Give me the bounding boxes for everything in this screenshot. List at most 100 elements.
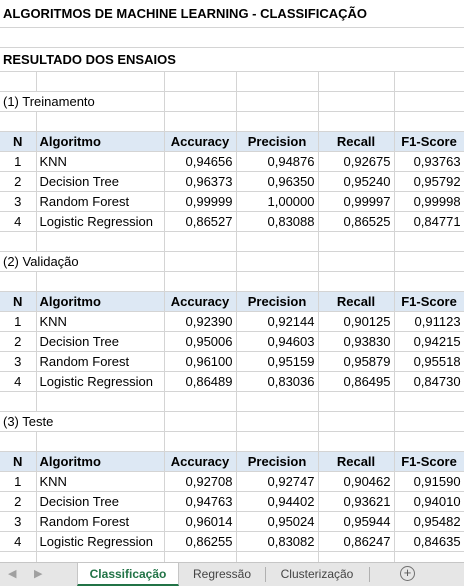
empty-cell[interactable] xyxy=(0,551,37,562)
cell-algoritmo[interactable]: Decision Tree xyxy=(36,171,165,192)
cell-algoritmo[interactable]: Random Forest xyxy=(36,511,165,532)
empty-cell[interactable] xyxy=(236,271,319,292)
empty-cell[interactable] xyxy=(164,71,237,92)
cell-algoritmo[interactable]: KNN xyxy=(36,311,165,332)
empty-cell[interactable] xyxy=(318,391,395,412)
header-accuracy[interactable]: Accuracy xyxy=(164,131,237,152)
empty-cell[interactable] xyxy=(318,231,395,252)
cell-recall[interactable]: 0,93621 xyxy=(318,491,395,512)
header-f1-score[interactable]: F1-Score xyxy=(394,131,464,152)
section-label[interactable]: (1) Treinamento xyxy=(0,91,165,112)
header-accuracy[interactable]: Accuracy xyxy=(164,291,237,312)
cell-precision[interactable]: 0,92747 xyxy=(236,471,319,492)
empty-cell[interactable] xyxy=(236,551,319,562)
header-accuracy[interactable]: Accuracy xyxy=(164,451,237,472)
cell-f1-score[interactable]: 0,95792 xyxy=(394,171,464,192)
cell-recall[interactable]: 0,95240 xyxy=(318,171,395,192)
scroll-left-icon[interactable]: ◀ xyxy=(8,568,17,580)
empty-cell[interactable] xyxy=(36,111,165,132)
empty-cell[interactable] xyxy=(164,411,237,432)
empty-cell[interactable] xyxy=(318,411,395,432)
header-precision[interactable]: Precision xyxy=(236,451,319,472)
header-precision[interactable]: Precision xyxy=(236,131,319,152)
empty-cell[interactable] xyxy=(164,431,237,452)
cell-precision[interactable]: 0,83082 xyxy=(236,531,319,552)
empty-cell[interactable] xyxy=(164,391,237,412)
empty-cell[interactable] xyxy=(36,551,165,562)
cell-n[interactable]: 2 xyxy=(0,171,37,192)
empty-cell[interactable] xyxy=(318,251,395,272)
empty-cell[interactable] xyxy=(164,551,237,562)
empty-cell[interactable] xyxy=(0,431,37,452)
cell-algoritmo[interactable]: Logistic Regression xyxy=(36,531,165,552)
empty-cell[interactable] xyxy=(318,551,395,562)
cell-accuracy[interactable]: 0,96100 xyxy=(164,351,237,372)
cell-n[interactable]: 4 xyxy=(0,371,37,392)
cell-n[interactable]: 4 xyxy=(0,531,37,552)
empty-cell[interactable] xyxy=(164,111,237,132)
cell-n[interactable]: 4 xyxy=(0,211,37,232)
cell-f1-score[interactable]: 0,95518 xyxy=(394,351,464,372)
cell-f1-score[interactable]: 0,84635 xyxy=(394,531,464,552)
empty-cell[interactable] xyxy=(164,231,237,252)
scroll-right-icon[interactable]: ▶ xyxy=(34,568,43,580)
cell-precision[interactable]: 1,00000 xyxy=(236,191,319,212)
sheet-title[interactable]: ALGORITMOS DE MACHINE LEARNING - CLASSIF… xyxy=(0,0,464,28)
cell-f1-score[interactable]: 0,94215 xyxy=(394,331,464,352)
cell-accuracy[interactable]: 0,96373 xyxy=(164,171,237,192)
cell-accuracy[interactable]: 0,94656 xyxy=(164,151,237,172)
tab-clusterizacao[interactable]: Clusterização xyxy=(280,567,354,581)
empty-cell[interactable] xyxy=(394,231,464,252)
empty-cell[interactable] xyxy=(394,431,464,452)
empty-cell[interactable] xyxy=(0,71,37,92)
empty-cell[interactable] xyxy=(236,231,319,252)
empty-cell[interactable] xyxy=(236,391,319,412)
empty-cell[interactable] xyxy=(0,271,37,292)
empty-cell[interactable] xyxy=(0,391,37,412)
cell-recall[interactable]: 0,86525 xyxy=(318,211,395,232)
cell-accuracy[interactable]: 0,99999 xyxy=(164,191,237,212)
header-f1-score[interactable]: F1-Score xyxy=(394,291,464,312)
cell-accuracy[interactable]: 0,86527 xyxy=(164,211,237,232)
spreadsheet-grid[interactable]: ALGORITMOS DE MACHINE LEARNING - CLASSIF… xyxy=(0,0,464,562)
cell-recall[interactable]: 0,95879 xyxy=(318,351,395,372)
cell-n[interactable]: 1 xyxy=(0,471,37,492)
empty-cell[interactable] xyxy=(236,251,319,272)
empty-cell[interactable] xyxy=(0,111,37,132)
cell-algoritmo[interactable]: Decision Tree xyxy=(36,331,165,352)
cell-algoritmo[interactable]: Random Forest xyxy=(36,351,165,372)
cell-accuracy[interactable]: 0,94763 xyxy=(164,491,237,512)
header-f1-score[interactable]: F1-Score xyxy=(394,451,464,472)
empty-cell[interactable] xyxy=(318,91,395,112)
header-n[interactable]: N xyxy=(0,291,37,312)
tab-regressao[interactable]: Regressão xyxy=(192,567,252,581)
cell-n[interactable]: 3 xyxy=(0,511,37,532)
cell-f1-score[interactable]: 0,84771 xyxy=(394,211,464,232)
cell-precision[interactable]: 0,94603 xyxy=(236,331,319,352)
cell-precision[interactable]: 0,95024 xyxy=(236,511,319,532)
cell-precision[interactable]: 0,83088 xyxy=(236,211,319,232)
add-sheet-icon[interactable]: + xyxy=(400,566,415,581)
empty-cell[interactable] xyxy=(394,411,464,432)
empty-cell[interactable] xyxy=(394,71,464,92)
cell-recall[interactable]: 0,86247 xyxy=(318,531,395,552)
cell-recall[interactable]: 0,95944 xyxy=(318,511,395,532)
cell-n[interactable]: 3 xyxy=(0,191,37,212)
empty-cell[interactable] xyxy=(0,27,464,48)
cell-algoritmo[interactable]: Logistic Regression xyxy=(36,371,165,392)
empty-cell[interactable] xyxy=(318,71,395,92)
tab-classificacao[interactable]: Classificação xyxy=(77,563,179,586)
empty-cell[interactable] xyxy=(0,231,37,252)
empty-cell[interactable] xyxy=(236,111,319,132)
cell-accuracy[interactable]: 0,86489 xyxy=(164,371,237,392)
cell-n[interactable]: 1 xyxy=(0,151,37,172)
section-label[interactable]: (2) Validação xyxy=(0,251,165,272)
cell-accuracy[interactable]: 0,95006 xyxy=(164,331,237,352)
cell-precision[interactable]: 0,95159 xyxy=(236,351,319,372)
empty-cell[interactable] xyxy=(318,111,395,132)
empty-cell[interactable] xyxy=(164,251,237,272)
empty-cell[interactable] xyxy=(164,91,237,112)
header-recall[interactable]: Recall xyxy=(318,131,395,152)
empty-cell[interactable] xyxy=(394,91,464,112)
cell-recall[interactable]: 0,93830 xyxy=(318,331,395,352)
